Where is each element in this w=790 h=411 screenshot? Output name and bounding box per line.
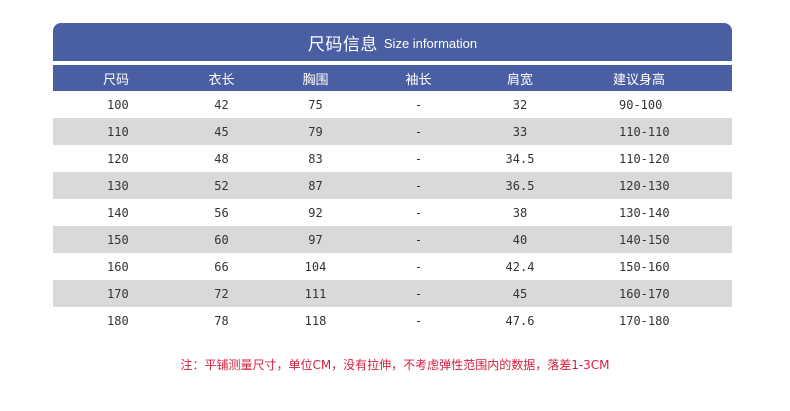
header-height: 建议身高 xyxy=(613,72,666,88)
title-english: Size information xyxy=(383,36,478,51)
cell-chest: 75 xyxy=(308,97,323,112)
header-shoulder: 肩宽 xyxy=(506,72,533,88)
cell-size: 160 xyxy=(107,259,129,274)
table-row: 180 78 118 - 47.6 170-180 xyxy=(53,307,732,334)
table-header-row: 尺码 衣长 胸围 袖长 肩宽 建议身高 xyxy=(53,65,732,91)
cell-size: 140 xyxy=(107,205,129,220)
cell-shoulder: 40 xyxy=(512,232,528,247)
cell-sleeve: - xyxy=(414,286,423,301)
table-row: 110 45 79 - 33 110-110 xyxy=(53,118,732,145)
cell-chest: 111 xyxy=(304,286,327,301)
cell-height: 140-150 xyxy=(619,232,670,247)
cell-size: 110 xyxy=(107,124,129,139)
measurement-note: 注：平铺测量尺寸，单位CM，没有拉伸，不考虑弹性范围内的数据，落差1-3CM xyxy=(180,358,610,372)
cell-sleeve: - xyxy=(414,259,423,274)
cell-shoulder: 47.6 xyxy=(505,313,535,328)
cell-length: 56 xyxy=(214,205,229,220)
cell-length: 60 xyxy=(214,232,229,247)
cell-sleeve: - xyxy=(414,178,423,193)
cell-length: 45 xyxy=(214,124,229,139)
cell-length: 72 xyxy=(214,286,229,301)
cell-height: 120-130 xyxy=(619,178,670,193)
header-chest: 胸围 xyxy=(302,72,329,88)
cell-chest: 104 xyxy=(304,259,327,274)
cell-sleeve: - xyxy=(414,124,423,139)
table-row: 130 52 87 - 36.5 120-130 xyxy=(53,172,732,199)
title-chinese: 尺码信息 xyxy=(307,34,378,55)
cell-chest: 83 xyxy=(308,151,323,166)
cell-size: 120 xyxy=(107,151,129,166)
cell-size: 170 xyxy=(107,286,129,301)
cell-size: 150 xyxy=(107,232,129,247)
cell-shoulder: 42.4 xyxy=(505,259,535,274)
cell-height: 150-160 xyxy=(619,259,670,274)
cell-sleeve: - xyxy=(414,97,423,112)
cell-chest: 118 xyxy=(304,313,327,328)
cell-size: 180 xyxy=(107,313,129,328)
cell-height: 130-140 xyxy=(619,205,670,220)
cell-shoulder: 45 xyxy=(512,286,528,301)
cell-shoulder: 32 xyxy=(512,97,528,112)
cell-height: 110-120 xyxy=(619,151,670,166)
cell-height: 110-110 xyxy=(619,124,670,139)
cell-shoulder: 34.5 xyxy=(505,151,535,166)
cell-sleeve: - xyxy=(414,205,423,220)
table-row: 150 60 97 - 40 140-150 xyxy=(53,226,732,253)
header-length: 衣长 xyxy=(208,72,235,88)
size-chart-title-bar: 尺码信息 Size information xyxy=(53,23,732,61)
header-sleeve: 袖长 xyxy=(405,72,432,88)
cell-sleeve: - xyxy=(414,151,423,166)
table-row: 170 72 111 - 45 160-170 xyxy=(53,280,732,307)
cell-length: 66 xyxy=(214,259,229,274)
table-row: 100 42 75 - 32 90-100 xyxy=(53,91,732,118)
cell-height: 170-180 xyxy=(619,313,670,328)
cell-length: 42 xyxy=(214,97,229,112)
cell-length: 52 xyxy=(214,178,229,193)
cell-chest: 87 xyxy=(308,178,323,193)
cell-length: 48 xyxy=(214,151,229,166)
size-table: 尺码 衣长 胸围 袖长 肩宽 建议身高 100 42 75 - 32 90-10… xyxy=(53,65,732,334)
cell-size: 100 xyxy=(107,97,129,112)
cell-shoulder: 38 xyxy=(512,205,528,220)
cell-chest: 97 xyxy=(308,232,323,247)
header-size: 尺码 xyxy=(103,72,130,88)
table-row: 140 56 92 - 38 130-140 xyxy=(53,199,732,226)
cell-sleeve: - xyxy=(414,232,423,247)
cell-chest: 92 xyxy=(308,205,323,220)
cell-shoulder: 36.5 xyxy=(505,178,535,193)
cell-shoulder: 33 xyxy=(512,124,528,139)
cell-length: 78 xyxy=(214,313,229,328)
cell-chest: 79 xyxy=(308,124,323,139)
cell-size: 130 xyxy=(107,178,129,193)
table-row: 160 66 104 - 42.4 150-160 xyxy=(53,253,732,280)
cell-height: 90-100 xyxy=(619,97,663,112)
table-row: 120 48 83 - 34.5 110-120 xyxy=(53,145,732,172)
cell-height: 160-170 xyxy=(619,286,670,301)
cell-sleeve: - xyxy=(414,313,423,328)
